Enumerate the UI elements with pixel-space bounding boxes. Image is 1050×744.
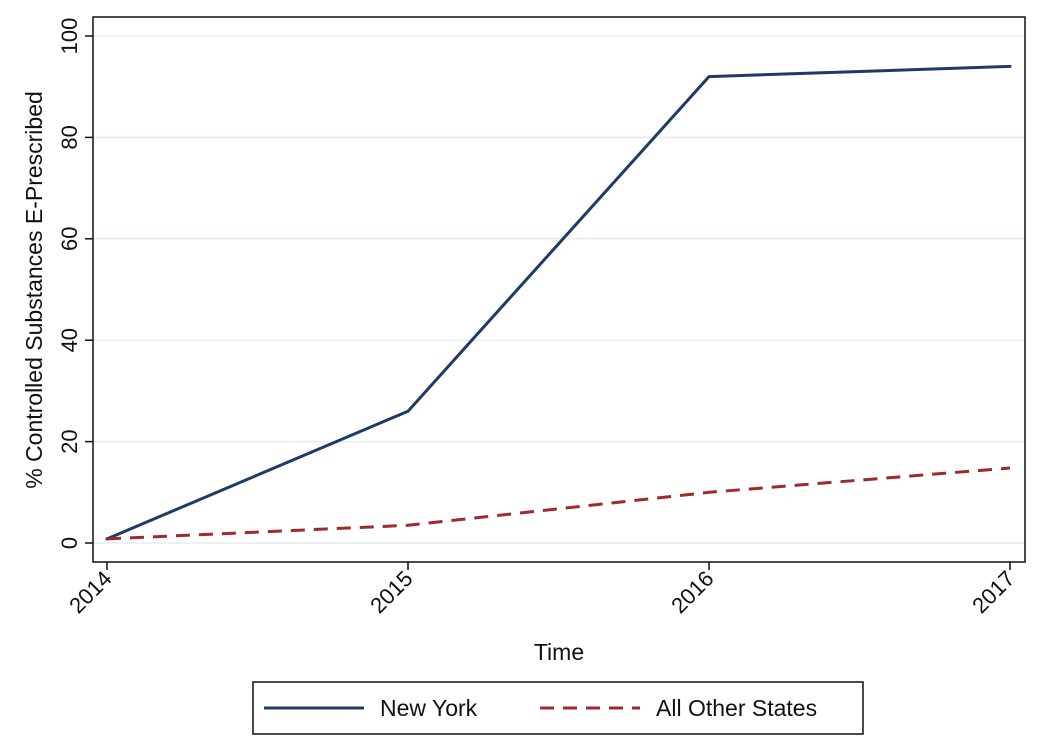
legend-label-all-other-states: All Other States — [656, 695, 817, 721]
x-axis-title: Time — [534, 639, 584, 665]
y-tick-label-60: 60 — [57, 227, 82, 251]
series-line-all-other-states — [106, 466, 1011, 541]
legend: New York All Other States — [252, 681, 864, 735]
series-line-new-york — [105, 64, 1012, 541]
y-tick-label-40: 40 — [57, 328, 82, 352]
x-tick-label-2014: 2014 — [64, 566, 116, 618]
y-axis-title: % Controlled Substances E-Prescribed — [21, 91, 47, 489]
legend-label-new-york: New York — [380, 695, 478, 721]
y-tick-label-0: 0 — [57, 537, 82, 549]
y-tick-label-80: 80 — [57, 125, 82, 149]
plot-frame — [92, 16, 1026, 563]
gridlines — [93, 35, 1025, 544]
x-tick-label-2016: 2016 — [666, 566, 718, 618]
x-tick-label-2015: 2015 — [365, 566, 417, 618]
axes — [92, 16, 1026, 563]
y-tick-label-100: 100 — [57, 18, 82, 55]
y-tick-label-20: 20 — [57, 429, 82, 453]
series-lines — [105, 64, 1012, 541]
x-axis-ticks: 2014 2015 2016 2017 — [64, 562, 1020, 618]
x-tick-label-2017: 2017 — [967, 566, 1019, 618]
y-axis-ticks: 0 20 40 60 80 100 — [57, 18, 93, 549]
